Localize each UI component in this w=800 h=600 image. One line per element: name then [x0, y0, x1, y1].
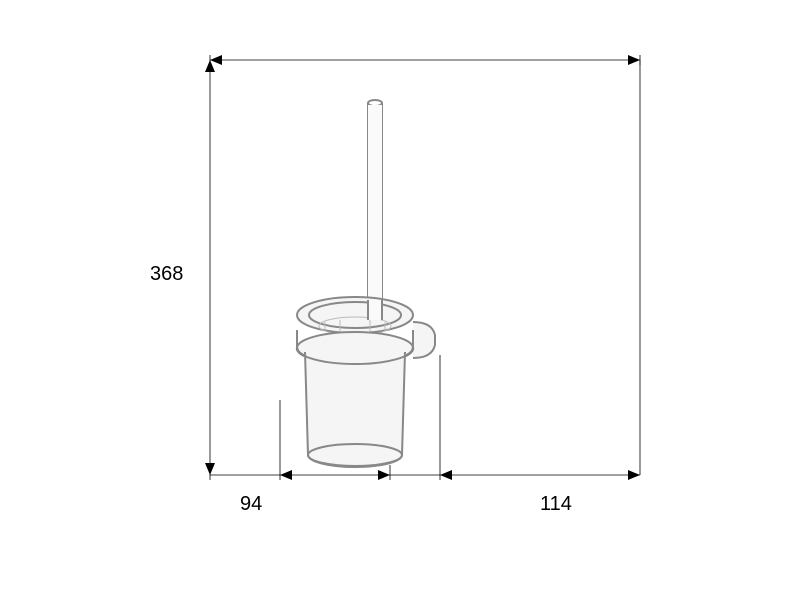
- dim-depth-arrow-l: [440, 470, 452, 480]
- dim-width-arrow-r: [378, 470, 390, 480]
- dim-height-arrow-top: [205, 60, 215, 72]
- brush-handle-fill: [368, 105, 382, 315]
- wall-mount: [413, 322, 435, 358]
- dim-width-arrow-l: [280, 470, 292, 480]
- dim-height-label: 368: [150, 263, 183, 285]
- dim-width-label: 94: [240, 493, 262, 515]
- handle-over: [368, 300, 382, 320]
- technical-drawing: 368 94 114: [0, 0, 800, 600]
- dim-depth-arrow-r: [628, 470, 640, 480]
- cup-body: [305, 352, 405, 467]
- dim-top-arrow-l: [210, 55, 222, 65]
- dim-top-arrow-r: [628, 55, 640, 65]
- dim-depth-label: 114: [540, 493, 572, 515]
